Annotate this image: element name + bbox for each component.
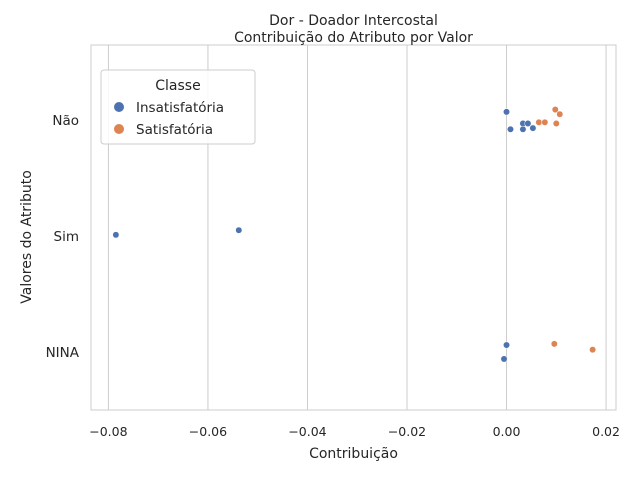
legend-marker-satisfatoria [114, 124, 124, 134]
legend-box [100, 69, 256, 145]
y-tick-label: Sim [54, 229, 79, 245]
x-axis-label: Contribuição [309, 446, 398, 462]
y-tick-label: Não [52, 113, 79, 129]
data-point [500, 355, 508, 363]
data-point [503, 341, 510, 349]
data-point [541, 118, 549, 126]
data-point [556, 110, 564, 118]
data-point [529, 124, 537, 132]
data-point [552, 120, 560, 127]
legend-label-satisfatoria: Satisfatória [136, 122, 213, 138]
y-axis-label: Valores do Atributo [19, 170, 35, 304]
legend-marker-insatisfatoria [114, 102, 124, 112]
data-point [235, 226, 243, 234]
data-point [535, 118, 543, 126]
data-point [524, 120, 532, 127]
y-axis-ticks: Não Sim NINA [46, 113, 80, 361]
data-point [551, 106, 559, 114]
data-points [112, 106, 597, 363]
x-tick-label: −0.02 [388, 424, 426, 439]
legend-label-insatisfatoria: Insatisfatória [136, 100, 224, 116]
y-tick-label: NINA [46, 345, 80, 361]
x-axis-ticks: −0.08 −0.06 −0.04 −0.02 0.00 0.02 [89, 424, 620, 439]
x-tick-label: −0.04 [288, 424, 326, 439]
data-point [589, 346, 597, 354]
x-tick-label: 0.00 [493, 424, 521, 439]
legend: Classe Insatisfatória Satisfatória [100, 69, 256, 145]
chart-title: Dor - Doador Intercostal [269, 13, 438, 29]
x-tick-label: −0.08 [89, 424, 127, 439]
data-point [503, 108, 510, 116]
x-tick-label: 0.02 [592, 424, 620, 439]
legend-title: Classe [155, 78, 200, 94]
data-point [550, 340, 558, 348]
chart-subtitle: Contribuição do Atributo por Valor [234, 30, 473, 46]
data-point [519, 125, 527, 133]
x-tick-label: −0.06 [189, 424, 227, 439]
data-point [112, 231, 120, 239]
data-point [507, 125, 514, 133]
